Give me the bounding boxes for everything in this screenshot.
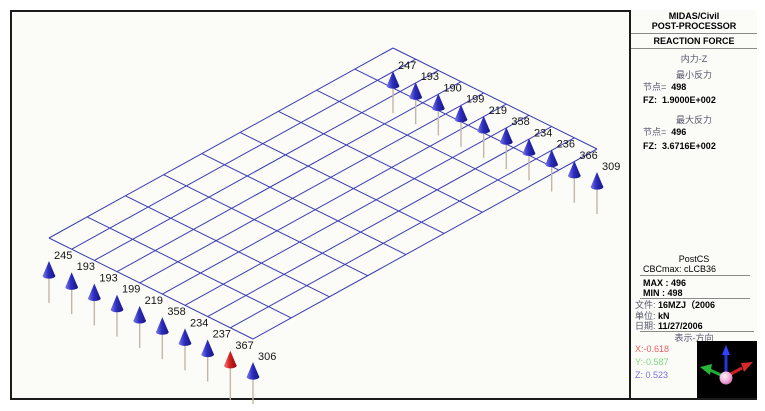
max-reaction-title: 最大反力: [675, 115, 712, 125]
unit-value: kN: [658, 311, 670, 321]
app-title: MIDAS/Civil: [668, 11, 720, 21]
reaction-value-labels: 247 193 190 199 219 358 234 236 366 309 245 193 193 1…: [54, 60, 620, 363]
reaction-value-label: 247: [398, 60, 416, 72]
min-fz-row: FZ: 1.9000E+002: [631, 95, 765, 105]
reaction-arrow: [178, 328, 192, 344]
max-reaction-arrow: [224, 350, 237, 366]
reaction-value-label: 309: [602, 161, 620, 173]
reaction-value-label: 234: [190, 317, 208, 329]
max-label: MAX :: [643, 278, 669, 288]
max-row: MAX : 496: [631, 278, 765, 288]
min-node-row: 节点= 498: [631, 82, 765, 92]
min-reaction-title: 最小反力: [675, 70, 712, 80]
reaction-value-label: 199: [122, 284, 140, 296]
reaction-value-label: 237: [213, 329, 231, 341]
reaction-arrow: [500, 127, 513, 143]
min-label: MIN :: [643, 288, 665, 298]
min-value: 498: [667, 288, 683, 298]
axis-z-value: Z: 0.523: [635, 370, 669, 380]
info-sidebar: MIDAS/Civil POST-PROCESSOR REACTION FORC…: [631, 10, 757, 398]
reaction-arrow: [590, 172, 604, 187]
unit-row: 单位: kN: [631, 311, 761, 321]
app-subtitle: POST-PROCESSOR: [651, 21, 737, 31]
reaction-value-label: 193: [99, 272, 117, 284]
rule: [640, 275, 750, 276]
reaction-value-label: 245: [54, 250, 72, 262]
component-label: 内力-Z: [680, 54, 708, 64]
reaction-arrow: [409, 82, 422, 98]
sidebar-divider: [629, 10, 631, 400]
max-fz-label: FZ:: [643, 141, 657, 151]
date-value: 11/27/2006: [658, 321, 703, 331]
date-label: 日期:: [635, 321, 656, 331]
reaction-arrow: [156, 317, 169, 333]
axis-triad-glyph: [700, 345, 753, 385]
min-node-label: 节点=: [643, 82, 667, 92]
max-node-row: 节点= 496: [631, 127, 765, 137]
reaction-arrow: [545, 149, 558, 165]
origin-ball: [719, 371, 733, 385]
min-fz-value: 1.9000E+002: [662, 95, 716, 105]
reaction-arrow: [568, 160, 581, 176]
reaction-arrow: [454, 104, 468, 120]
axis-triad: [697, 341, 757, 398]
reaction-value-label: 199: [466, 94, 484, 106]
direction-title: 表示-方向: [674, 333, 714, 343]
min-row: MIN : 498: [631, 288, 765, 298]
reaction-value-label: 366: [579, 150, 597, 162]
reaction-value-label: 219: [145, 295, 163, 307]
reaction-arrow: [65, 272, 78, 288]
max-node-value: 496: [671, 127, 687, 137]
reaction-arrow: [477, 115, 490, 131]
file-row: 文件: 16MZJ（2006: [631, 300, 761, 310]
reaction-value-label: 190: [443, 82, 461, 94]
mode-title: REACTION FORCE: [653, 36, 735, 46]
reaction-arrow: [432, 93, 445, 109]
max-fz-row: FZ: 3.6716E+002: [631, 141, 765, 151]
y-axis-head: [700, 364, 712, 375]
reaction-arrow: [522, 138, 536, 154]
axis-y-value: Y:-0.587: [635, 357, 669, 367]
min-node-value: 498: [671, 82, 687, 92]
file-value: 16MZJ（2006: [658, 300, 716, 310]
rule: [640, 298, 750, 299]
reaction-value-label: 234: [534, 127, 552, 139]
x-axis-head: [741, 362, 753, 372]
reaction-arrow: [201, 339, 214, 355]
min-fz-label: FZ:: [643, 95, 657, 105]
postcs-label: PostCS: [678, 254, 710, 264]
rule: [640, 331, 754, 332]
reaction-value-label: 367: [235, 340, 253, 352]
max-node-label: 节点=: [643, 127, 667, 137]
z-axis-head: [722, 345, 730, 355]
date-row: 日期: 11/27/2006: [631, 321, 761, 331]
rule: [631, 33, 757, 34]
file-label: 文件:: [635, 300, 656, 310]
reaction-arrows: [42, 71, 604, 380]
cbcmax-label: CBCmax: cLCB36: [643, 264, 717, 274]
unit-label: 单位:: [635, 311, 656, 321]
reaction-value-label: 358: [167, 306, 185, 318]
reaction-arrow: [42, 261, 56, 276]
reaction-arrow: [88, 283, 101, 299]
max-value: 496: [671, 278, 687, 288]
max-fz-value: 3.6716E+002: [662, 141, 716, 151]
reaction-arrow: [110, 294, 124, 310]
reaction-value-label: 236: [557, 139, 575, 151]
reaction-value-label: 219: [489, 105, 507, 117]
axis-x-value: X:-0.618: [635, 344, 670, 354]
arrow-stems: [48, 86, 598, 404]
reaction-arrow: [386, 71, 400, 86]
reaction-value-label: 358: [511, 116, 529, 128]
rule: [631, 48, 757, 49]
reaction-arrow: [133, 305, 146, 321]
reaction-arrow: [246, 362, 260, 377]
reaction-value-label: 193: [421, 71, 439, 83]
mesh-grid: [48, 47, 598, 340]
reaction-value-label: 193: [77, 261, 95, 273]
reaction-value-label: 306: [258, 351, 276, 363]
